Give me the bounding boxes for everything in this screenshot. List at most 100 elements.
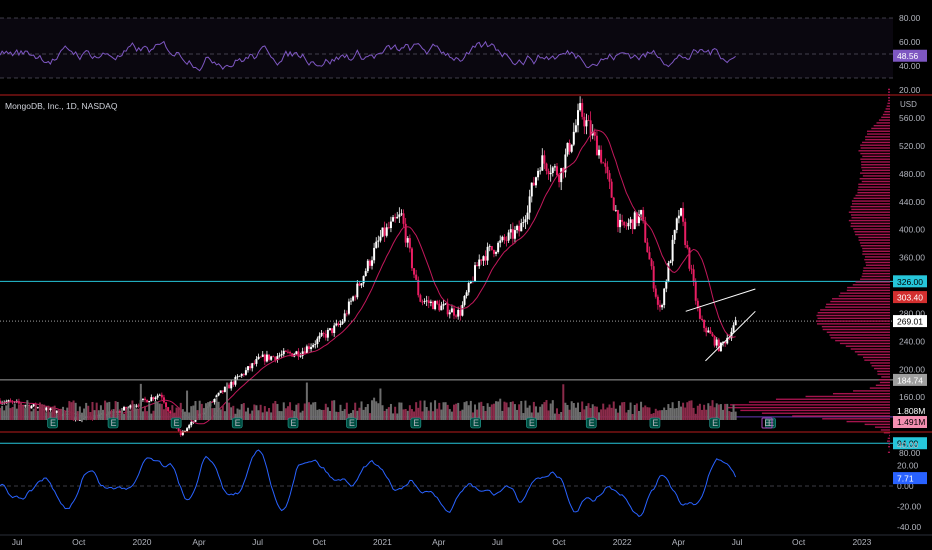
volume-profile-bar: [858, 236, 890, 239]
volume-bar: [196, 410, 199, 420]
candle-body: [600, 149, 603, 163]
price-tick-label: 400.00: [899, 225, 925, 235]
volume-bar: [322, 409, 325, 420]
volume-bar: [162, 409, 165, 420]
volume-profile-bar: [882, 113, 890, 116]
candle-body: [448, 312, 451, 315]
candle-body: [183, 430, 186, 432]
candle-body: [366, 260, 369, 272]
candle-body: [610, 181, 613, 198]
volume-bar: [173, 412, 176, 420]
volume-profile-bar: [873, 124, 890, 127]
volume-bar: [89, 412, 92, 420]
candle-body: [350, 300, 353, 302]
candle-body: [492, 249, 495, 254]
volume-bar: [423, 400, 426, 420]
volume-profile-bar: [887, 451, 890, 453]
volume-bar: [236, 408, 239, 420]
volume-bar: [70, 402, 73, 420]
candle-body: [654, 288, 657, 297]
volume-bar: [413, 411, 416, 420]
volume-bar: [373, 397, 376, 420]
volume-bar: [408, 405, 411, 420]
volume-bar: [448, 409, 451, 420]
volume-bar: [97, 410, 100, 420]
volume-profile-bar: [857, 191, 890, 194]
volume-bar: [223, 411, 226, 420]
time-tick-label: Oct: [313, 537, 327, 547]
volume-bar: [513, 404, 516, 420]
volume-profile-bar: [846, 420, 890, 423]
volume-bar: [587, 403, 590, 420]
candle-body: [709, 330, 712, 334]
volume-profile-bar: [865, 138, 890, 141]
volume-bar: [32, 408, 35, 420]
volume-bar: [560, 412, 563, 420]
price-level-badge: 94.00: [893, 437, 927, 450]
candle-body: [495, 251, 498, 254]
price-tick-label: 80.00: [899, 448, 921, 458]
candle-body: [532, 182, 535, 186]
earnings-marker: E: [709, 417, 721, 429]
volume-bar: [516, 409, 519, 420]
volume-profile-bar: [861, 164, 890, 166]
candle-body: [228, 384, 231, 389]
volume-bar: [265, 411, 268, 420]
volume-bar: [108, 401, 111, 420]
volume-profile-bar: [875, 384, 890, 386]
volume-bar: [249, 413, 252, 420]
volume-bar: [722, 409, 725, 420]
volume-bar: [598, 412, 601, 420]
badge-text: 326.00: [897, 277, 923, 287]
price-tick-label: 160.00: [899, 392, 925, 402]
volume-bar: [568, 409, 571, 420]
earnings-marker-bg: [287, 417, 299, 429]
volume-bar: [87, 405, 90, 420]
volume-profile-bar: [861, 180, 890, 183]
volume-bar: [713, 407, 716, 420]
candle-body: [419, 295, 422, 302]
volume-bar: [484, 411, 487, 420]
rsi-line: [0, 40, 736, 72]
time-axis: Jul Oct 2020 Apr Jul Oct 2021 Apr Jul Oct 2022 Apr J…: [0, 534, 932, 547]
time-tick-label: Jul: [252, 537, 263, 547]
volume-bar: [673, 408, 676, 420]
volume-bar: [36, 410, 39, 420]
volume-bar: [5, 405, 8, 420]
volume-bar: [619, 405, 622, 420]
volume-profile-bar: [853, 197, 890, 199]
candle-body: [614, 210, 617, 211]
volume-bar: [204, 403, 207, 420]
volume-profile-bar: [855, 194, 890, 197]
volume-profile-bar: [862, 247, 890, 250]
volume-bar: [316, 409, 319, 420]
volume-bar: [585, 405, 588, 420]
candle-body: [5, 401, 8, 403]
candle-body: [347, 301, 350, 314]
earnings-marker-text: E: [529, 418, 535, 428]
volume-bar: [444, 402, 447, 420]
volume-bar: [268, 408, 271, 420]
candle-body: [724, 342, 727, 344]
candle-body: [326, 329, 329, 338]
volume-profile-bar: [859, 178, 890, 180]
volume-profile-bar: [888, 91, 890, 93]
volume-profile-bar: [884, 111, 890, 113]
candle-body: [0, 400, 1, 404]
volume-bar: [57, 410, 60, 420]
volume-bar: [646, 407, 649, 420]
volume-bar: [202, 408, 205, 420]
candle-body: [404, 223, 407, 243]
volume-profile-bar: [848, 219, 890, 222]
candle-body: [459, 309, 462, 316]
volume-profile-bar: [862, 141, 890, 144]
earnings-marker: E: [287, 417, 299, 429]
volume-bar: [129, 410, 132, 420]
volume-profile-bar: [877, 373, 890, 375]
candle-body: [587, 120, 590, 122]
volume-bar: [305, 382, 308, 420]
candle-body: [410, 248, 413, 269]
volume-bar: [375, 401, 378, 420]
candle-body: [595, 135, 598, 156]
candle-body: [627, 222, 630, 227]
